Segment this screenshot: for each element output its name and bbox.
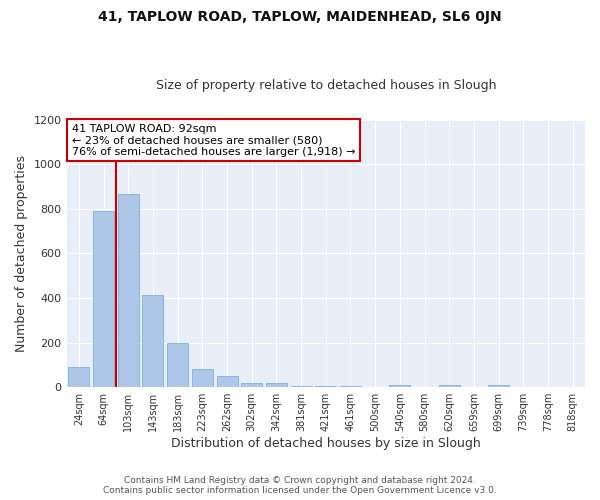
Bar: [266, 382, 287, 387]
Bar: [68, 367, 89, 387]
Bar: [340, 386, 361, 387]
Bar: [142, 294, 163, 387]
Bar: [93, 211, 114, 387]
Bar: [241, 382, 262, 387]
Bar: [439, 385, 460, 387]
Bar: [389, 385, 410, 387]
Text: Contains HM Land Registry data © Crown copyright and database right 2024.
Contai: Contains HM Land Registry data © Crown c…: [103, 476, 497, 495]
Text: 41, TAPLOW ROAD, TAPLOW, MAIDENHEAD, SL6 0JN: 41, TAPLOW ROAD, TAPLOW, MAIDENHEAD, SL6…: [98, 10, 502, 24]
Title: Size of property relative to detached houses in Slough: Size of property relative to detached ho…: [155, 79, 496, 92]
X-axis label: Distribution of detached houses by size in Slough: Distribution of detached houses by size …: [171, 437, 481, 450]
Bar: [217, 376, 238, 387]
Bar: [118, 194, 139, 387]
Bar: [488, 385, 509, 387]
Text: 41 TAPLOW ROAD: 92sqm
← 23% of detached houses are smaller (580)
76% of semi-det: 41 TAPLOW ROAD: 92sqm ← 23% of detached …: [72, 124, 355, 157]
Bar: [192, 370, 213, 387]
Y-axis label: Number of detached properties: Number of detached properties: [15, 155, 28, 352]
Bar: [167, 342, 188, 387]
Bar: [315, 386, 336, 387]
Bar: [290, 386, 311, 387]
